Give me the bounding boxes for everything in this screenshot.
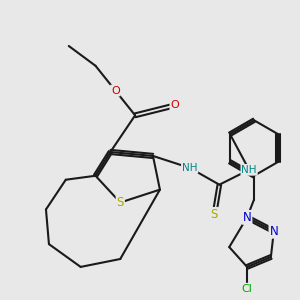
Text: S: S (117, 196, 124, 209)
Text: Cl: Cl (242, 284, 253, 294)
Text: N: N (269, 225, 278, 238)
Text: S: S (211, 208, 218, 221)
Text: NH: NH (182, 163, 197, 173)
Text: O: O (170, 100, 179, 110)
Text: O: O (111, 85, 120, 96)
Text: N: N (243, 211, 251, 224)
Text: NH: NH (241, 165, 257, 175)
